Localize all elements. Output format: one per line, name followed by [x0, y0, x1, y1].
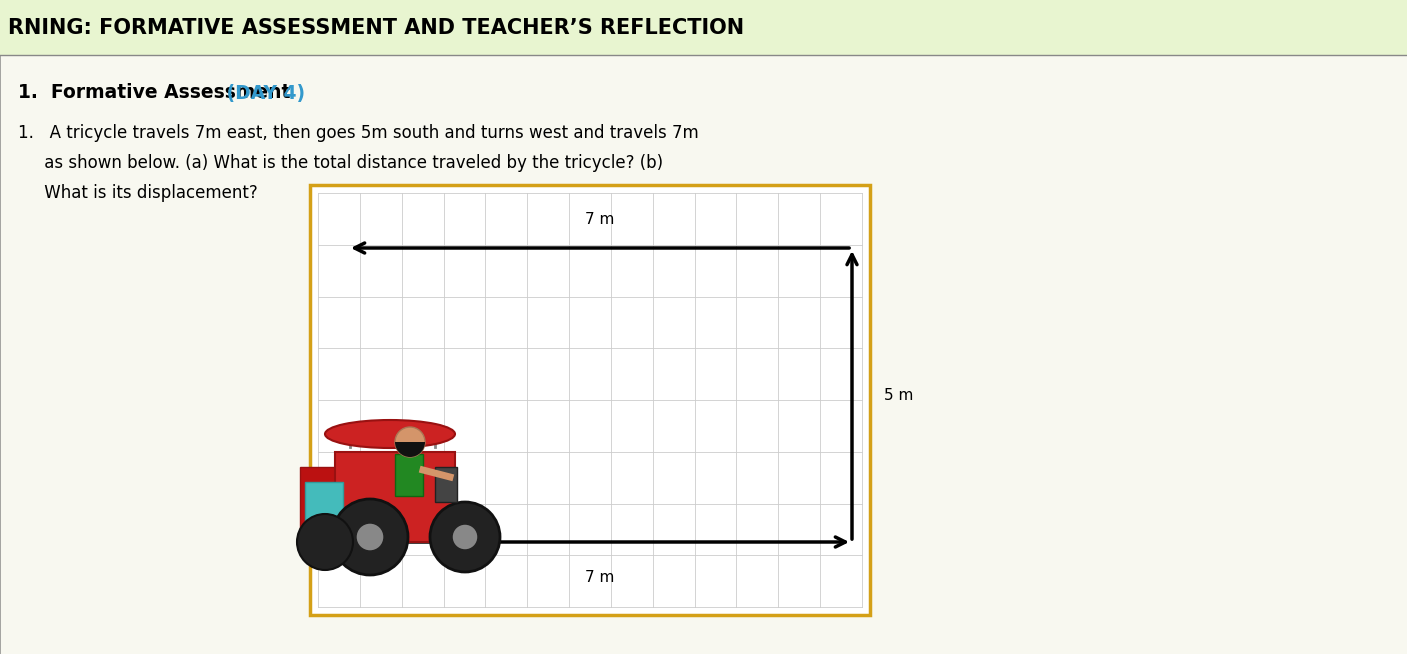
- Bar: [435, 467, 457, 502]
- Circle shape: [453, 525, 477, 549]
- Circle shape: [332, 499, 408, 575]
- Bar: [310, 185, 870, 615]
- Text: RNING: FORMATIVE ASSESSMENT AND TEACHER’S REFLECTION: RNING: FORMATIVE ASSESSMENT AND TEACHER’…: [8, 18, 744, 37]
- Ellipse shape: [325, 420, 454, 448]
- Wedge shape: [395, 442, 425, 457]
- Text: 1.   A tricycle travels 7m east, then goes 5m south and turns west and travels 7: 1. A tricycle travels 7m east, then goes…: [18, 124, 699, 142]
- Bar: [335, 452, 454, 542]
- Bar: [305, 482, 343, 532]
- Bar: [300, 467, 340, 532]
- Bar: [395, 454, 424, 496]
- Bar: [0, 0, 1407, 55]
- Circle shape: [395, 427, 425, 457]
- Text: 1.  Formative Assessment: 1. Formative Assessment: [18, 84, 290, 103]
- Text: (DAY 4): (DAY 4): [219, 84, 305, 103]
- Circle shape: [297, 514, 353, 570]
- Circle shape: [357, 524, 383, 550]
- Text: as shown below. (a) What is the total distance traveled by the tricycle? (b): as shown below. (a) What is the total di…: [18, 154, 663, 172]
- Text: 7 m: 7 m: [585, 213, 615, 228]
- Circle shape: [431, 502, 499, 572]
- Text: What is its displacement?: What is its displacement?: [18, 184, 257, 202]
- Text: 5 m: 5 m: [884, 388, 913, 402]
- Text: 7 m: 7 m: [585, 570, 615, 585]
